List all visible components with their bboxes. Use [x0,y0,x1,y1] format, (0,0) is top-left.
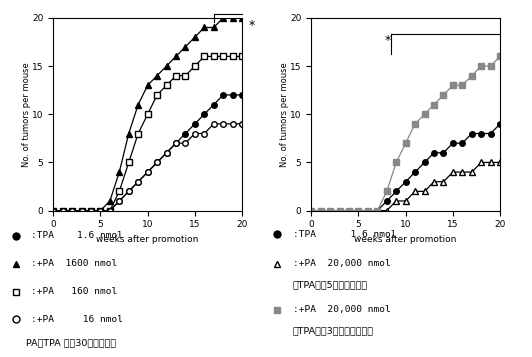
X-axis label: weeks after promotion: weeks after promotion [354,235,457,244]
Text: :TPA      1.6 nmol: :TPA 1.6 nmol [293,230,396,239]
Y-axis label: No. of tumors per mouse: No. of tumors per mouse [22,62,30,167]
Text: :TPA    1.6 nmol: :TPA 1.6 nmol [31,231,123,240]
Text: PAはTPA 塗布30分前に処理: PAはTPA 塗布30分前に処理 [26,338,117,348]
Text: （TPA処礆5分前に処理）: （TPA処礆5分前に処理） [293,280,368,289]
Text: :+PA  20,000 nmol: :+PA 20,000 nmol [293,259,390,268]
X-axis label: weeks after promotion: weeks after promotion [96,235,199,244]
Text: :+PA     16 nmol: :+PA 16 nmol [31,315,123,324]
Y-axis label: No. of tumors per mouse: No. of tumors per mouse [280,62,288,167]
Text: *: * [248,19,255,32]
Text: :+PA  1600 nmol: :+PA 1600 nmol [31,259,118,268]
Text: *: * [385,35,391,47]
Text: :+PA  20,000 nmol: :+PA 20,000 nmol [293,305,390,314]
Text: （TPA塗布3時間前に処理）: （TPA塗布3時間前に処理） [293,326,373,335]
Text: :+PA   160 nmol: :+PA 160 nmol [31,287,118,296]
